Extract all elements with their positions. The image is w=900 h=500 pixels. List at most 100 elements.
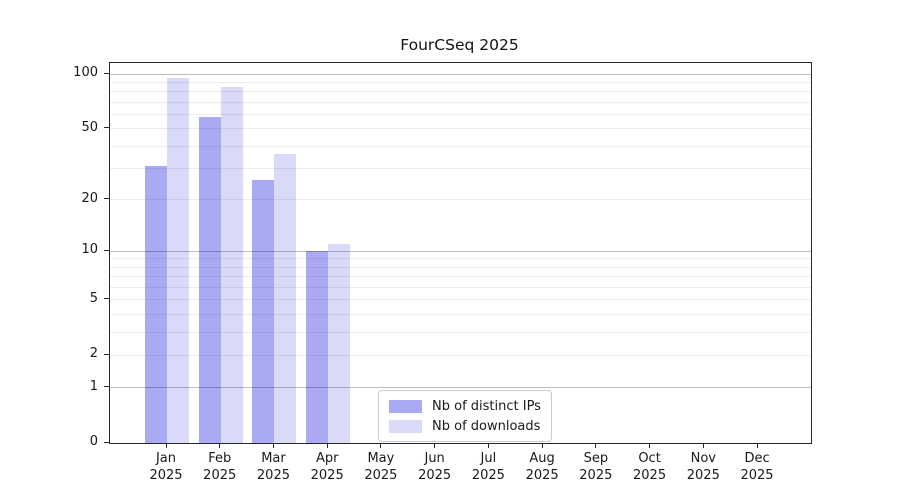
x-tick-label-aug: Aug 2025: [512, 451, 572, 484]
y-tick-label-50: 50: [81, 119, 98, 135]
gridline-minor-3: [110, 331, 811, 333]
legend-label-downloads: Nb of downloads: [432, 418, 541, 434]
legend-label-distinct-ips: Nb of distinct IPs: [432, 398, 541, 414]
month-label: Aug: [529, 451, 555, 466]
y-tick-0: [104, 441, 109, 443]
year-label: 2025: [149, 467, 183, 483]
year-label: 2025: [256, 467, 290, 483]
x-tick-label-nov: Nov 2025: [673, 451, 733, 484]
bar-downloads-feb: [220, 86, 243, 443]
y-tick-1: [104, 386, 109, 388]
x-tick-may: [380, 443, 382, 448]
gridline-major-100: [110, 73, 811, 75]
x-tick-jul: [487, 443, 489, 448]
y-tick-label-2: 2: [89, 346, 98, 362]
y-tick-label-1: 1: [89, 378, 98, 394]
month-label: Jun: [424, 451, 445, 466]
year-label: 2025: [203, 467, 237, 483]
x-tick-mar: [272, 443, 274, 448]
x-tick-apr: [326, 443, 328, 448]
y-tick-label-10: 10: [81, 242, 98, 258]
bar-distinct-ips-feb: [198, 117, 221, 443]
x-tick-jun: [434, 443, 436, 448]
year-label: 2025: [418, 467, 452, 483]
gridline-minor-30: [110, 167, 811, 169]
gridline-minor-50: [110, 128, 811, 130]
gridline-minor-6: [110, 286, 811, 288]
x-tick-sep: [595, 443, 597, 448]
gridline-minor-9: [110, 258, 811, 260]
y-tick-100: [104, 72, 109, 74]
year-label: 2025: [633, 467, 667, 483]
month-label: Nov: [690, 451, 716, 466]
plot-area: [109, 62, 812, 444]
gridline-minor-40: [110, 145, 811, 147]
x-tick-label-jan: Jan 2025: [136, 451, 196, 484]
bar-distinct-ips-jan: [145, 165, 167, 443]
bar-downloads-apr: [328, 244, 351, 443]
bar-downloads-mar: [274, 154, 297, 443]
legend-item-distinct-ips: Nb of distinct IPs: [389, 396, 541, 416]
year-label: 2025: [579, 467, 613, 483]
x-tick-label-dec: Dec 2025: [727, 451, 787, 484]
bar-downloads-jan: [167, 78, 189, 443]
y-tick-label-5: 5: [89, 290, 98, 306]
gridline-minor-8: [110, 266, 811, 268]
x-tick-label-may: May 2025: [351, 451, 411, 484]
legend: Nb of distinct IPs Nb of downloads: [378, 390, 552, 442]
month-label: May: [367, 451, 395, 466]
month-label: Dec: [744, 451, 770, 466]
x-tick-label-mar: Mar 2025: [243, 451, 303, 484]
y-tick-label-20: 20: [81, 190, 98, 206]
y-tick-50: [104, 127, 109, 129]
x-tick-dec: [756, 443, 758, 448]
gridline-minor-80: [110, 91, 811, 93]
month-label: Apr: [315, 451, 339, 466]
month-label: Feb: [208, 451, 232, 466]
x-tick-label-jul: Jul 2025: [458, 451, 518, 484]
gridline-minor-90: [110, 81, 811, 83]
year-label: 2025: [740, 467, 774, 483]
gridline-minor-2: [110, 354, 811, 356]
x-tick-label-feb: Feb 2025: [190, 451, 250, 484]
y-tick-20: [104, 198, 109, 200]
x-tick-jan: [165, 443, 167, 448]
year-label: 2025: [525, 467, 559, 483]
x-tick-label-apr: Apr 2025: [297, 451, 357, 484]
year-label: 2025: [686, 467, 720, 483]
year-label: 2025: [364, 467, 398, 483]
gridline-major-10: [110, 250, 811, 252]
y-tick-10: [104, 249, 109, 251]
month-label: Mar: [261, 451, 286, 466]
gridline-minor-70: [110, 101, 811, 103]
gridline-minor-4: [110, 313, 811, 315]
month-label: Sep: [583, 451, 609, 466]
year-label: 2025: [310, 467, 344, 483]
x-tick-label-jun: Jun 2025: [405, 451, 465, 484]
gridline-minor-5: [110, 299, 811, 301]
legend-item-downloads: Nb of downloads: [389, 416, 541, 436]
bar-distinct-ips-apr: [306, 251, 329, 443]
y-tick-5: [104, 298, 109, 300]
y-tick-label-100: 100: [73, 65, 98, 81]
x-tick-aug: [541, 443, 543, 448]
chart-title: FourCSeq 2025: [400, 36, 519, 54]
x-tick-feb: [219, 443, 221, 448]
legend-swatch-downloads: [389, 419, 422, 433]
month-label: Jan: [155, 451, 177, 466]
y-tick-2: [104, 353, 109, 355]
gridline-minor-60: [110, 113, 811, 115]
legend-swatch-distinct-ips: [389, 399, 422, 413]
year-label: 2025: [471, 467, 505, 483]
x-tick-oct: [649, 443, 651, 448]
x-tick-label-oct: Oct 2025: [620, 451, 680, 484]
month-label: Oct: [638, 451, 661, 466]
month-label: Jul: [480, 451, 497, 466]
gridline-major-1: [110, 387, 811, 389]
bar-distinct-ips-mar: [252, 179, 275, 443]
gridline-minor-7: [110, 276, 811, 278]
x-tick-label-sep: Sep 2025: [566, 451, 626, 484]
x-tick-nov: [702, 443, 704, 448]
gridline-minor-20: [110, 199, 811, 201]
